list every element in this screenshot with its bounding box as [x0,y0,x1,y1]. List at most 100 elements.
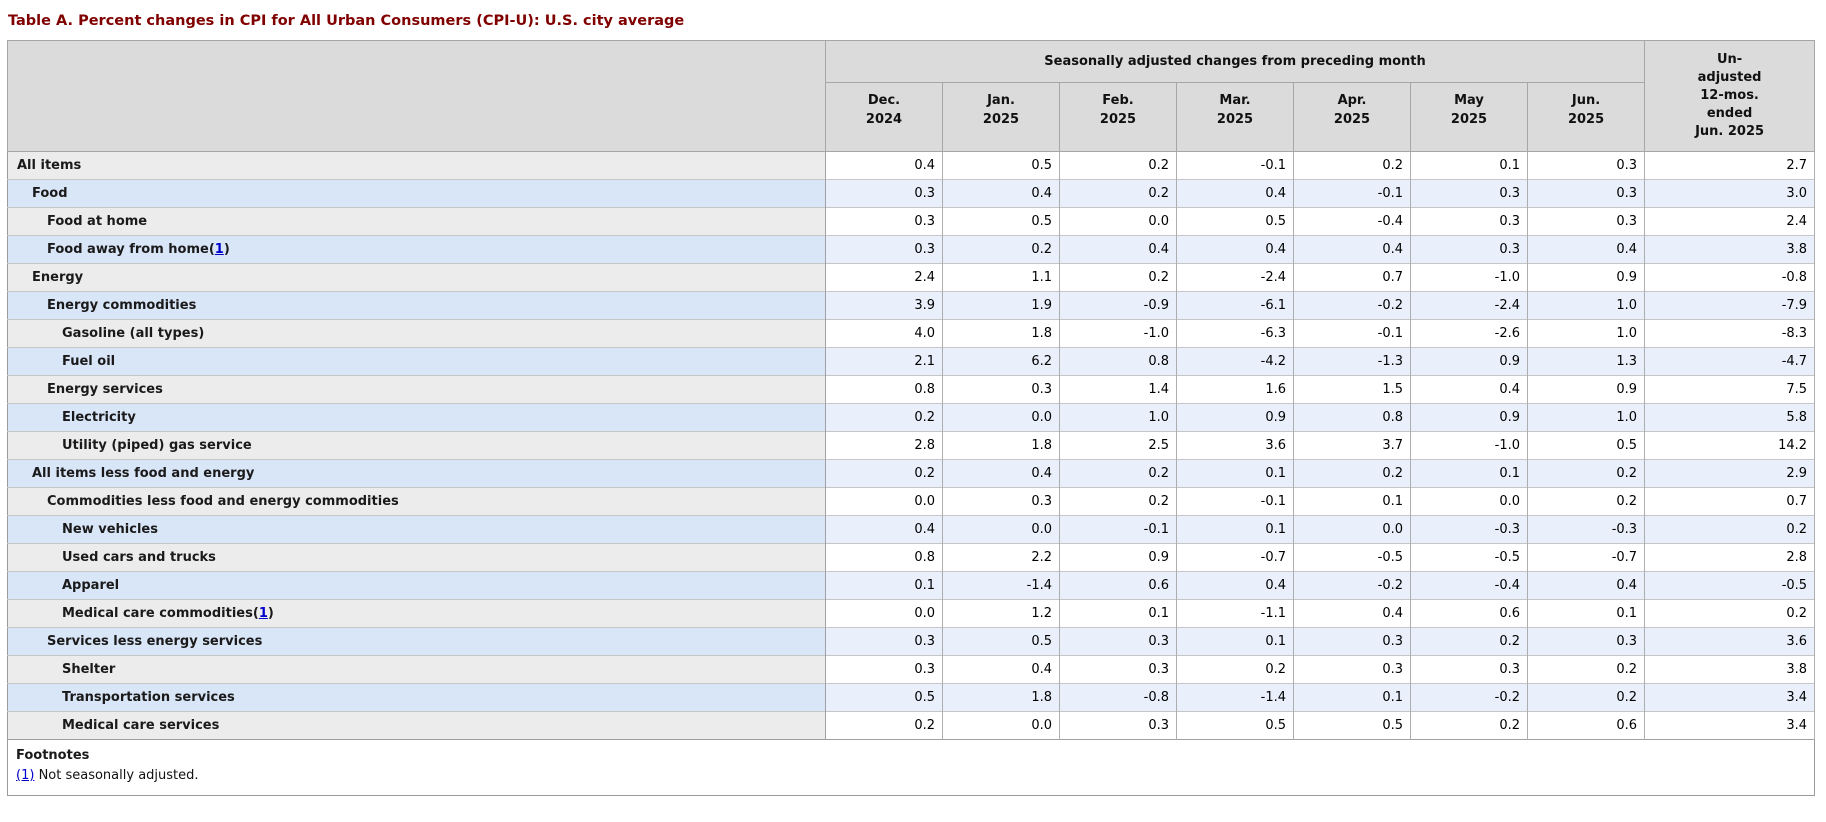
seasonally-adjusted-header: Seasonally adjusted changes from precedi… [824,40,1646,83]
value-month-cell: 1.0 [1059,403,1177,432]
value-month-cell: 0.5 [942,151,1060,180]
value-month-cell: 3.9 [825,291,943,320]
value-month-cell: -0.5 [1293,543,1411,572]
value-month-cell: -4.2 [1176,347,1294,376]
value-month-cell: 0.4 [942,459,1060,488]
value-month-cell: 0.1 [1410,151,1528,180]
row-label-cell: Used cars and trucks [7,543,826,572]
value-month-cell: 0.3 [825,207,943,236]
value-month-cell: 0.3 [1527,627,1646,656]
row-label-cell: Fuel oil [7,347,826,376]
value-month-cell: 0.0 [825,599,943,628]
value-month-cell: -1.0 [1059,319,1177,348]
value-month-cell: 0.1 [1293,683,1411,712]
row-label: Food at home [47,214,148,229]
value-month-cell: -1.0 [1410,263,1528,292]
value-month-cell: -0.1 [1293,179,1411,208]
value-month-cell: -2.4 [1176,263,1294,292]
row-label-cell: Services less energy services [7,627,826,656]
value-month-cell: 0.9 [1410,347,1528,376]
value-month-cell: 0.3 [1527,207,1646,236]
value-month-cell: 0.1 [1410,459,1528,488]
table-row: Utility (piped) gas service 2.8 1.8 2.5 3.6 3… [7,431,1816,460]
value-12mo-cell: 2.4 [1644,207,1816,236]
value-month-cell: 0.4 [1059,235,1177,264]
value-month-cell: 0.2 [1059,487,1177,516]
value-12mo-cell: 0.2 [1644,515,1816,544]
value-month-cell: 0.4 [1527,235,1646,264]
value-month-cell: -2.6 [1410,319,1528,348]
value-month-cell: 2.8 [825,431,943,460]
value-month-cell: 0.2 [825,711,943,740]
value-month-cell: -0.2 [1293,571,1411,600]
row-label: Utility (piped) gas service [62,438,252,453]
table-row: All items 0.4 0.5 0.2 -0.1 0.2 0.1 0.3 2.7 [7,151,1816,180]
unadjusted-header-line: Un- [1716,52,1743,67]
row-label: Used cars and trucks [62,550,216,565]
value-month-cell: -0.9 [1059,291,1177,320]
value-month-cell: 0.3 [825,235,943,264]
row-label: Gasoline (all types) [62,326,205,341]
value-month-cell: 0.2 [942,235,1060,264]
value-month-cell: 0.2 [1410,627,1528,656]
value-month-cell: 2.4 [825,263,943,292]
value-month-cell: 0.3 [1410,179,1528,208]
month-header-apr-2025: Apr. 2025 [1293,82,1411,152]
table-row: All items less food and energy 0.2 0.4 0.2 0… [7,459,1816,488]
row-label-cell: Energy [7,263,826,292]
table-row: Energy commodities 3.9 1.9 -0.9 -6.1 -0.2 -2.4… [7,291,1816,320]
value-month-cell: 0.3 [1410,235,1528,264]
value-month-cell: 0.6 [1059,571,1177,600]
value-month-cell: 0.6 [1410,599,1528,628]
month-header-may-2025: May 2025 [1410,82,1528,152]
table-row: New vehicles 0.4 0.0 -0.1 0.1 0.0 -0.3 -0.3 0.2 [7,515,1816,544]
row-label-cell: Food away from home(1) [7,235,826,264]
row-label-cell: Medical care services [7,711,826,740]
value-month-cell: 4.0 [825,319,943,348]
value-month-cell: -0.1 [1176,487,1294,516]
footnotes-heading: Footnotes [16,748,90,763]
table-row: Transportation services 0.5 1.8 -0.8 -1.4 0.1… [7,683,1816,712]
month-label: Dec. [867,93,901,108]
month-header-dec-2024: Dec. 2024 [825,82,943,152]
table-row: Electricity 0.2 0.0 1.0 0.9 0.8 0.9 1.0 5.8 [7,403,1816,432]
cpi-table: Seasonally adjusted changes from precedi… [7,40,1816,796]
value-month-cell: 0.2 [1059,179,1177,208]
unadjusted-header-line: ended [1706,106,1753,121]
value-month-cell: 0.2 [1293,151,1411,180]
row-label: Apparel [62,578,120,593]
year-label: 2025 [1450,112,1488,127]
footnote-ref-link[interactable]: 1 [258,606,268,621]
year-label: 2025 [982,112,1020,127]
value-12mo-cell: 2.7 [1644,151,1816,180]
value-month-cell: 3.7 [1293,431,1411,460]
year-label: 2025 [1099,112,1137,127]
value-month-cell: 0.3 [942,487,1060,516]
footnote-ref-link[interactable]: 1 [214,242,224,257]
row-label-cell: New vehicles [7,515,826,544]
value-month-cell: 0.9 [1059,543,1177,572]
value-month-cell: 2.2 [942,543,1060,572]
value-month-cell: 1.4 [1059,375,1177,404]
value-month-cell: 0.0 [942,403,1060,432]
value-month-cell: 0.1 [825,571,943,600]
value-month-cell: -1.4 [942,571,1060,600]
row-label-cell: All items less food and energy [7,459,826,488]
row-label-cell: Energy services [7,375,826,404]
month-label: Feb. [1102,93,1134,108]
value-month-cell: 1.8 [942,683,1060,712]
row-label-cell: Gasoline (all types) [7,319,826,348]
value-month-cell: -1.4 [1176,683,1294,712]
value-month-cell: 0.9 [1410,403,1528,432]
row-label: Transportation services [62,690,235,705]
header-row-months: Dec. 2024 Jan. 2025 Feb. 2025 Mar. 2025 Apr. 2025… [8,82,1815,152]
value-month-cell: 1.0 [1527,403,1646,432]
table-row: Energy services 0.8 0.3 1.4 1.6 1.5 0.4 0.9 7.5 [7,375,1816,404]
year-label: 2025 [1567,112,1605,127]
month-header-jan-2025: Jan. 2025 [942,82,1060,152]
value-12mo-cell: 3.6 [1644,627,1816,656]
value-month-cell: 0.6 [1527,711,1646,740]
value-month-cell: -6.1 [1176,291,1294,320]
footnote-1-link[interactable]: (1) [16,768,35,783]
value-month-cell: 0.3 [1293,627,1411,656]
